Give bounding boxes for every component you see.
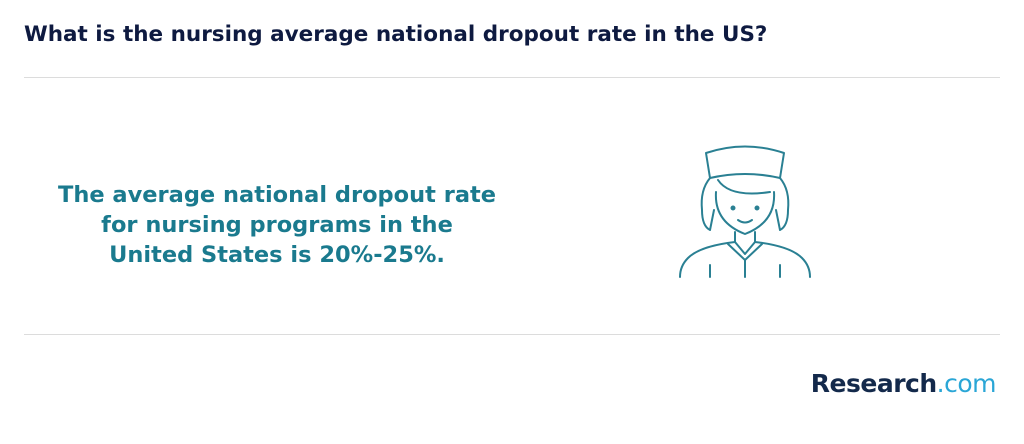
divider xyxy=(24,334,1000,335)
page-title: What is the nursing average national dro… xyxy=(24,22,768,47)
brand-name: Research xyxy=(810,369,937,398)
fact-text: The average national dropout rate for nu… xyxy=(57,182,497,268)
nurse-icon xyxy=(679,145,811,278)
divider xyxy=(24,77,1000,78)
brand-logo: Research.com xyxy=(810,369,997,398)
brand-suffix: .com xyxy=(936,369,997,398)
